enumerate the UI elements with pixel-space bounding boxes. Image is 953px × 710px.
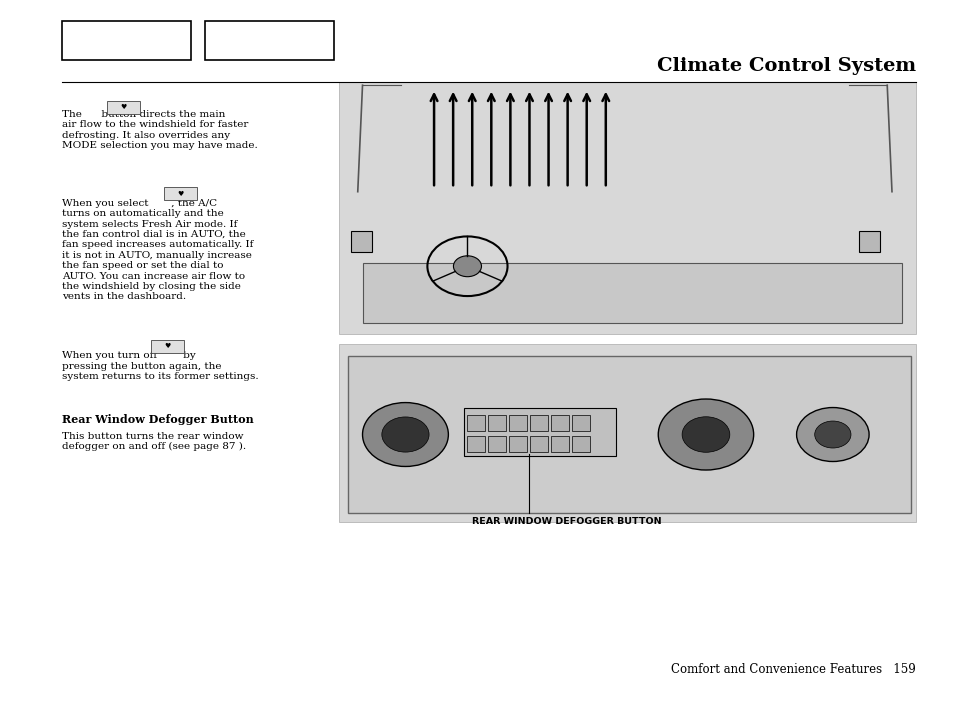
Bar [488, 415, 505, 431]
Bar [107, 101, 140, 114]
Text: ♥: ♥ [120, 104, 127, 110]
Circle shape [658, 399, 753, 470]
Bar [551, 437, 568, 452]
Bar [351, 231, 372, 252]
Text: This button turns the rear window
defogger on and off (see page 87 ).: This button turns the rear window defogg… [62, 432, 246, 452]
Bar [338, 344, 915, 522]
Bar [62, 21, 191, 60]
Bar [463, 408, 616, 456]
Bar [509, 437, 526, 452]
Bar [572, 437, 589, 452]
Text: ♥: ♥ [177, 191, 184, 197]
Text: The      button directs the main
air flow to the windshield for faster
defrostin: The button directs the main air flow to … [62, 110, 257, 151]
Circle shape [814, 421, 850, 448]
Bar [572, 415, 589, 431]
Bar [530, 415, 547, 431]
Bar [205, 21, 334, 60]
Text: ♥: ♥ [164, 344, 171, 349]
Bar [338, 82, 915, 334]
Circle shape [381, 417, 429, 452]
Bar [362, 263, 901, 323]
Bar [509, 415, 526, 431]
Bar [164, 187, 197, 200]
Text: When you turn off        by
pressing the button again, the
system returns to its: When you turn off by pressing the button… [62, 351, 258, 381]
Bar [467, 415, 484, 431]
Circle shape [362, 403, 448, 466]
Text: When you select       , the A/C
turns on automatically and the
system selects Fr: When you select , the A/C turns on autom… [62, 199, 253, 302]
Bar [348, 356, 910, 513]
Circle shape [796, 408, 868, 462]
Bar [551, 415, 568, 431]
Text: REAR WINDOW DEFOGGER BUTTON: REAR WINDOW DEFOGGER BUTTON [472, 517, 660, 526]
Text: Climate Control System: Climate Control System [656, 57, 915, 75]
Bar [488, 437, 505, 452]
Bar [467, 437, 484, 452]
Bar [858, 231, 879, 252]
Circle shape [681, 417, 729, 452]
Text: Comfort and Convenience Features   159: Comfort and Convenience Features 159 [670, 663, 915, 676]
Text: Rear Window Defogger Button: Rear Window Defogger Button [62, 414, 253, 425]
Bar [530, 437, 547, 452]
Bar [151, 340, 184, 353]
Circle shape [453, 256, 481, 277]
